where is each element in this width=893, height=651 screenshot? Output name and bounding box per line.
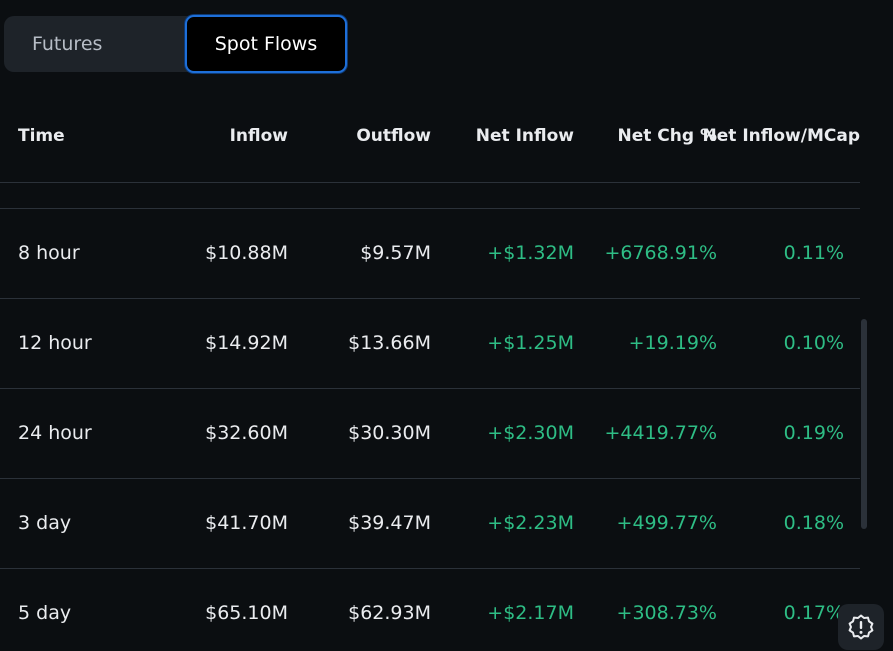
cell-outflow: $9.57M [360, 242, 431, 264]
cell-net-inflow: +$2.30M [487, 422, 574, 444]
cell-net-inflow: +$2.23M [487, 512, 574, 534]
cell-inflow: $65.10M [205, 602, 288, 624]
cell-net-inflow: +$1.32M [487, 242, 574, 264]
cell-net-inflow: +$2.17M [487, 602, 574, 624]
cell-net-inflow-mcap: 0.11% [783, 242, 844, 264]
alert-badge-icon [848, 614, 874, 640]
cell-net-chg: +499.77% [616, 512, 717, 534]
flow-type-tabs: Futures Flows Spot Flows [4, 15, 347, 111]
feedback-button[interactable] [838, 604, 884, 650]
cell-outflow: $30.30M [348, 422, 431, 444]
cell-net-inflow-mcap: 0.10% [783, 332, 844, 354]
table-row: 5 day $65.10M $62.93M +$2.17M +308.73% 0… [0, 568, 860, 651]
cell-net-chg: +19.19% [628, 332, 717, 354]
header-net-chg[interactable]: Net Chg % [617, 126, 717, 146]
cell-net-chg: +308.73% [616, 602, 717, 624]
flows-table: Time Inflow Outflow Net Inflow Net Chg %… [0, 90, 868, 651]
cell-outflow: $13.66M [348, 332, 431, 354]
table-scrollbar[interactable] [860, 182, 868, 651]
table-row: 12 hour $14.92M $13.66M +$1.25M +19.19% … [0, 298, 860, 389]
scrollbar-thumb[interactable] [861, 319, 867, 529]
table-row: 24 hour $32.60M $30.30M +$2.30M +4419.77… [0, 388, 860, 479]
cell-time: 3 day [18, 512, 72, 534]
cell-outflow: $62.93M [348, 602, 431, 624]
cell-time: 8 hour [18, 242, 80, 264]
header-outflow[interactable]: Outflow [356, 126, 431, 146]
header-inflow[interactable]: Inflow [229, 126, 288, 146]
header-time[interactable]: Time [18, 126, 65, 146]
cell-inflow: $10.88M [205, 242, 288, 264]
table-row: 8 hour $10.88M $9.57M +$1.32M +6768.91% … [0, 208, 860, 299]
cell-time: 24 hour [18, 422, 92, 444]
cell-net-inflow-mcap: 0.18% [783, 512, 844, 534]
cell-outflow: $39.47M [348, 512, 431, 534]
table-row: 3 day $41.70M $39.47M +$2.23M +499.77% 0… [0, 478, 860, 569]
cell-time: 12 hour [18, 332, 92, 354]
cell-time: 5 day [18, 602, 72, 624]
cell-inflow: $41.70M [205, 512, 288, 534]
tab-futures-flows[interactable]: Futures Flows [32, 33, 103, 111]
cell-net-inflow-mcap: 0.17% [783, 602, 844, 624]
cell-net-inflow: +$1.25M [487, 332, 574, 354]
cell-net-inflow-mcap: 0.19% [783, 422, 844, 444]
cell-inflow: $32.60M [205, 422, 288, 444]
cell-net-chg: +4419.77% [604, 422, 717, 444]
cell-net-chg: +6768.91% [604, 242, 717, 264]
table-header: Time Inflow Outflow Net Inflow Net Chg %… [0, 90, 868, 183]
cell-inflow: $14.92M [205, 332, 288, 354]
tab-spot-flows[interactable]: Spot Flows [185, 15, 347, 73]
header-net-inflow[interactable]: Net Inflow [475, 126, 574, 146]
header-net-inflow-mcap[interactable]: Net Inflow/MCap [702, 126, 860, 146]
